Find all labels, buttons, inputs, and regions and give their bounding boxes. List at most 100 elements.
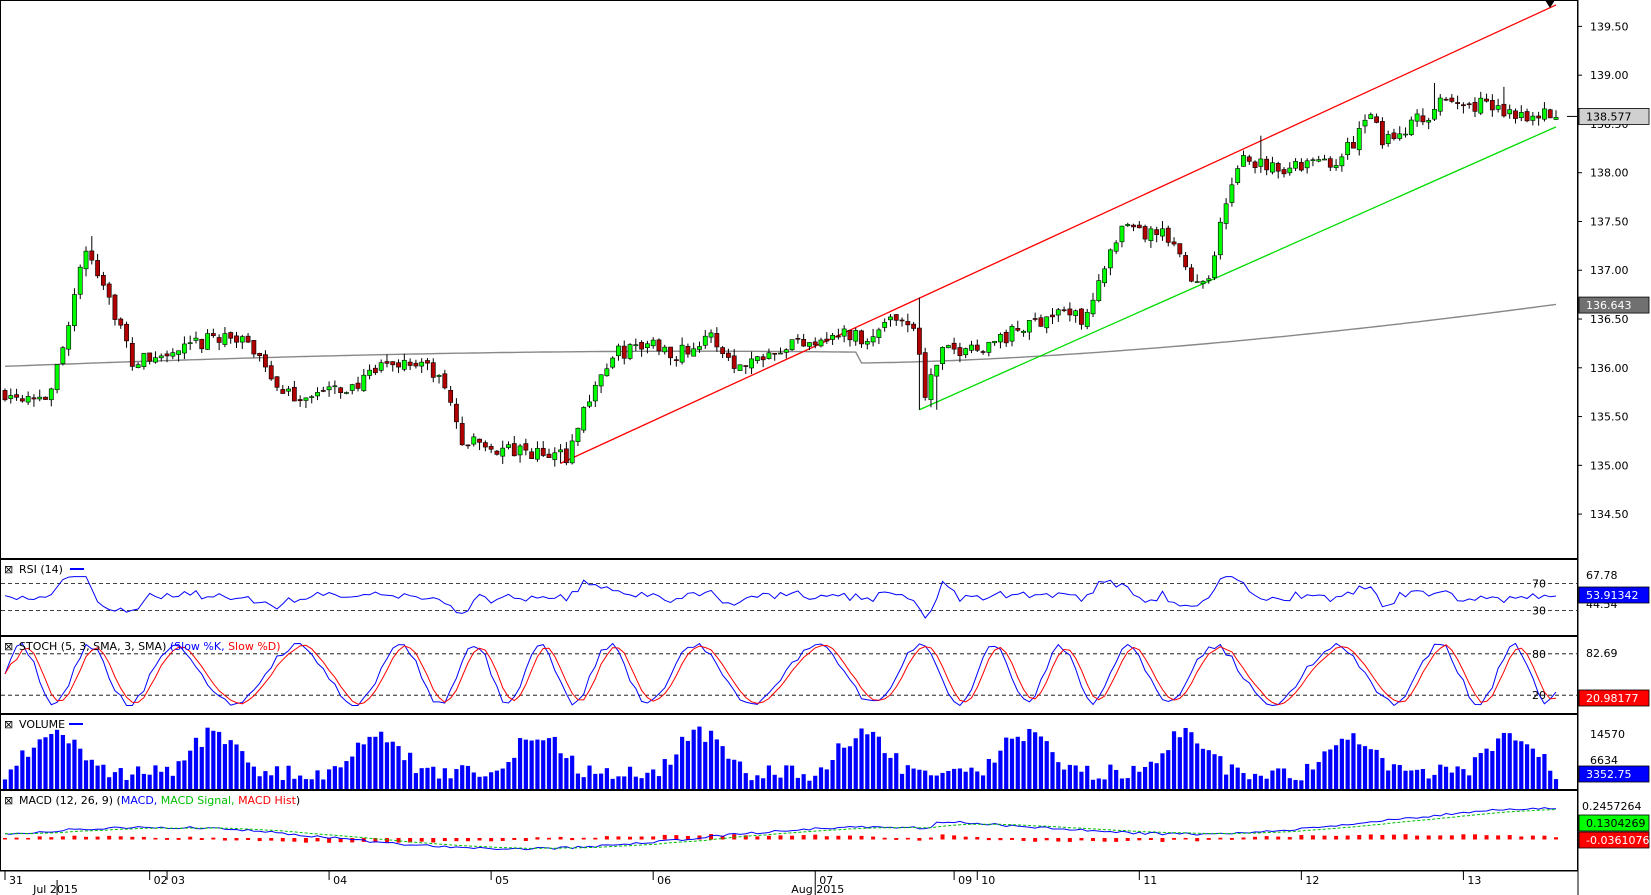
macd-hist-bar: [975, 837, 980, 840]
volume-bar: [442, 768, 447, 789]
rsi-axis-label: 67.78: [1586, 569, 1618, 582]
price-tick-label: 135.00: [1590, 459, 1629, 472]
volume-bar: [1351, 733, 1356, 789]
volume-bar: [263, 771, 268, 789]
stoch-panel[interactable]: 80 20 ⊠ STOCH (5, 3, SMA, 3, SMA) (Slow %K,…: [1, 640, 1650, 707]
candle: [1212, 255, 1217, 279]
volume-bar: [1542, 754, 1547, 789]
candle: [500, 447, 506, 457]
macd-hist-bar: [1044, 838, 1049, 841]
volume-bar: [390, 741, 395, 789]
candle: [1495, 105, 1501, 110]
chart-scroll-marker[interactable]: [1545, 0, 1555, 8]
candle: [2, 390, 8, 401]
candle: [1270, 162, 1275, 173]
volume-bar: [969, 767, 974, 789]
candle: [1241, 155, 1246, 167]
candle: [546, 453, 552, 459]
volume-bar: [431, 766, 436, 789]
candle: [95, 260, 100, 277]
macd-hist-bar: [477, 838, 482, 841]
macd-hist-bar: [547, 837, 552, 840]
macd-hist-bar: [350, 838, 355, 843]
volume-bar: [1229, 764, 1235, 789]
volume-bar: [379, 731, 384, 789]
x-axis: 31 02 03 04 05 06 07 09 10 11 12 13 Jul 2015 Aug 2015: [4, 871, 1481, 895]
candle: [396, 362, 401, 368]
candle: [795, 337, 801, 340]
volume-bar: [512, 757, 517, 789]
candle: [425, 360, 430, 364]
volume-bar: [674, 754, 679, 789]
candle: [1362, 119, 1368, 127]
ma-value-tag-box: [1578, 296, 1650, 314]
volume-bar: [1374, 749, 1379, 789]
candle: [1165, 227, 1171, 243]
volume-bar: [911, 768, 916, 789]
macd-hist-bar: [1079, 838, 1084, 841]
volume-bar: [408, 752, 413, 789]
volume-bar: [1038, 736, 1044, 789]
macd-hist-bar: [1102, 838, 1107, 842]
volume-bar: [766, 765, 772, 789]
volume-bar: [1553, 779, 1559, 789]
volume-bar: [1079, 771, 1084, 789]
candle: [494, 450, 500, 455]
volume-bar: [95, 765, 100, 789]
stoch-close-icon: ⊠: [4, 640, 13, 653]
macd-hist-bar: [1310, 835, 1315, 840]
macd-panel[interactable]: ⊠ MACD (12, 26, 9) (MACD, MACD Signal, MA…: [3, 794, 1649, 851]
volume-bar: [789, 765, 795, 789]
volume-bar: [1027, 728, 1032, 789]
volume-bar: [1426, 778, 1431, 789]
candle: [1067, 308, 1073, 316]
price-panel[interactable]: 139.50139.00138.50138.00137.50137.00136.…: [2, 0, 1650, 521]
volume-bar: [853, 738, 858, 789]
macd-hist-bar: [1195, 838, 1200, 842]
candle: [535, 448, 540, 460]
volume-bar: [1264, 778, 1269, 789]
macd-signal-line: [4, 809, 1557, 849]
volume-axis-label: 14570: [1590, 728, 1625, 741]
volume-bar: [1305, 763, 1310, 789]
volume-bar: [732, 759, 737, 789]
volume-bar: [703, 741, 708, 789]
volume-bar: [1536, 756, 1541, 789]
channel-upper-line[interactable]: [560, 4, 1557, 464]
macd-hist-bar: [1507, 835, 1512, 840]
candle: [702, 335, 708, 346]
candle: [176, 350, 182, 355]
candle: [1432, 109, 1437, 120]
channel-lower-line[interactable]: [919, 126, 1557, 411]
volume-bar: [1235, 767, 1240, 789]
volume-bar: [136, 766, 141, 789]
volume-bar: [859, 728, 864, 789]
rsi-value-tag: 53.91342: [1578, 586, 1650, 604]
macd-hist-bar: [3, 838, 7, 840]
macd-hist-bar: [847, 835, 852, 840]
stoch-value-tag: 20.98177: [1578, 689, 1650, 707]
volume-bar: [280, 780, 285, 789]
candle: [454, 403, 459, 423]
volume-bar: [1061, 769, 1067, 789]
volume-bar: [865, 734, 870, 789]
volume-bar: [952, 768, 957, 789]
price-tick-label: 139.50: [1590, 20, 1629, 33]
volume-bar: [1345, 739, 1350, 789]
volume-bar: [836, 743, 841, 789]
stoch-d-legend: Slow %D): [228, 640, 280, 653]
volume-bar: [217, 731, 222, 789]
candle: [726, 352, 731, 358]
candle: [1113, 242, 1119, 252]
volume-bar: [1166, 750, 1171, 789]
volume-bar: [876, 736, 881, 789]
volume-bar: [188, 750, 193, 789]
volume-bar: [1270, 770, 1275, 789]
volume-bar: [298, 775, 303, 789]
candle: [459, 423, 465, 446]
candle: [945, 345, 951, 349]
candle: [627, 344, 633, 359]
volume-bar: [315, 770, 320, 789]
